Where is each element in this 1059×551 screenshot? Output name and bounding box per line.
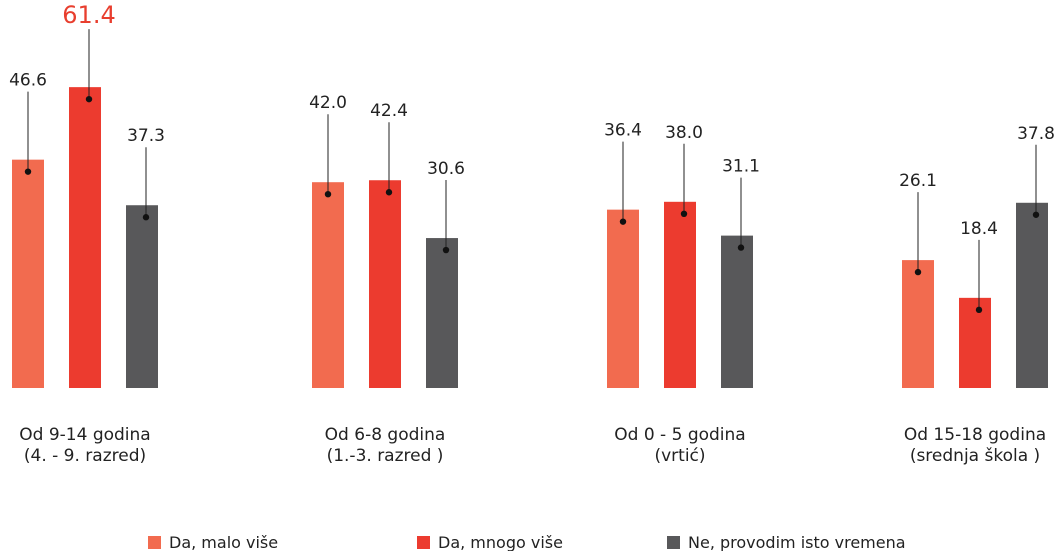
bar-1-1 — [12, 159, 44, 388]
callout-dot-1-1 — [24, 168, 32, 175]
bar-2-2 — [369, 180, 401, 388]
legend-label-2: Da, mnogo više — [438, 533, 563, 551]
callout-dot-1-4 — [914, 268, 922, 276]
category-sublabel-1: (4. - 9. razred) — [24, 446, 146, 466]
category-labels: Od 9-14 godina(4. - 9. razred) Od 6-8 god… — [19, 425, 1046, 466]
category-label-2: Od 6-8 godina — [325, 425, 446, 445]
value-label-1-2: 42.0 — [309, 93, 347, 113]
category-sublabel-3: (vrtić) — [654, 446, 705, 466]
legend: Da, malo više Da, mnogo više Ne, provodim … — [148, 533, 906, 551]
bars-layer — [12, 87, 1048, 388]
value-label-2-3: 38.0 — [665, 123, 703, 143]
value-label-3-4: 37.8 — [1017, 124, 1055, 144]
value-label-2-4: 18.4 — [960, 219, 998, 239]
bar-2-3 — [664, 201, 696, 388]
bar-3-4 — [1016, 202, 1048, 388]
callout-dot-2-3 — [680, 210, 688, 217]
value-label-1-3: 36.4 — [604, 121, 642, 141]
bar-1-3 — [607, 209, 639, 388]
value-label-1-4: 26.1 — [899, 171, 937, 191]
value-label-2-2: 42.4 — [370, 101, 408, 121]
callout-dot-3-1 — [142, 214, 150, 221]
legend-label-1: Da, malo više — [169, 533, 278, 551]
callouts-layer: 46.6 61.4 37.3 42.0 42.4 30.6 36.4 38.0 31.1 26.1… — [9, 1, 1055, 314]
category-label-4: Od 15-18 godina — [904, 425, 1046, 445]
value-label-3-2: 30.6 — [427, 159, 465, 179]
bar-1-4 — [902, 260, 934, 388]
legend-swatch-3 — [667, 536, 680, 549]
callout-dot-1-3 — [619, 218, 627, 225]
category-sublabel-4: (srednja škola ) — [910, 446, 1040, 466]
bar-3-3 — [721, 235, 753, 388]
bar-1-2 — [312, 182, 344, 388]
callout-dot-2-2 — [385, 189, 393, 196]
legend-swatch-2 — [417, 536, 430, 549]
callout-dot-1-2 — [324, 191, 332, 198]
callout-dot-2-1 — [85, 95, 93, 103]
bar-2-4 — [959, 297, 991, 388]
legend-swatch-1 — [148, 536, 161, 549]
value-label-3-1: 37.3 — [127, 126, 165, 146]
value-label-3-3: 31.1 — [722, 157, 760, 177]
callout-dot-2-4 — [975, 306, 983, 314]
bar-3-2 — [426, 238, 458, 388]
callout-dot-3-3 — [737, 244, 745, 251]
callout-dot-3-4 — [1032, 211, 1040, 218]
bar-2-1 — [69, 87, 101, 388]
category-sublabel-2: (1.-3. razred ) — [327, 446, 444, 466]
category-label-3: Od 0 - 5 godina — [614, 425, 745, 445]
value-label-1-1: 46.6 — [9, 71, 47, 91]
bar-3-1 — [126, 205, 158, 388]
legend-label-3: Ne, provodim isto vremena — [688, 533, 906, 551]
value-label-2-1: 61.4 — [62, 1, 115, 29]
category-label-1: Od 9-14 godina — [19, 425, 150, 445]
callout-dot-3-2 — [442, 246, 450, 254]
